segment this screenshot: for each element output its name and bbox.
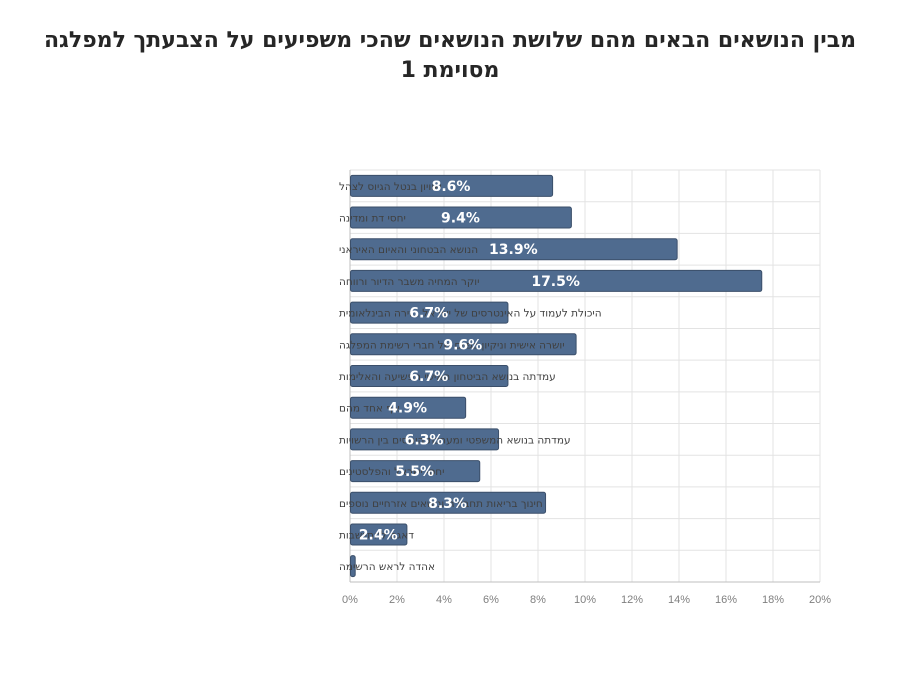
data-label: 13.9% — [489, 242, 538, 258]
data-label: 8.3% — [428, 496, 467, 512]
x-tick-label: 18% — [762, 594, 784, 606]
x-tick-label: 16% — [715, 594, 737, 606]
category-label: חינוך בריאות תחבורה ונושאים אזרחיים נוספ… — [339, 498, 543, 510]
x-tick-label: 10% — [574, 594, 596, 606]
category-label: עמדתה בנושא הביטחון האישי הפשיעה והאלימו… — [339, 371, 556, 383]
x-tick-label: 6% — [483, 594, 499, 606]
data-label: 6.7% — [409, 369, 448, 385]
bar — [350, 174, 554, 197]
data-label: 8.6% — [432, 179, 471, 195]
bar — [350, 428, 500, 451]
x-tick-label: 4% — [436, 594, 452, 606]
chart-title-line1: מבין הנושאים הבאים מהם שלושת הנושאים שהכ… — [43, 28, 857, 53]
category-label: עמדתה בנושא המשפטי ומערכת היחסים בין הרש… — [339, 434, 571, 446]
category-label: יחסי דת ומדינה — [339, 213, 406, 225]
x-tick-label: 8% — [530, 594, 546, 606]
category-label: דאגה להתיישבות — [339, 529, 414, 541]
bar — [350, 238, 678, 261]
bar — [350, 396, 467, 419]
chart-title: מבין הנושאים הבאים מהם שלושת הנושאים שהכ… — [0, 26, 900, 86]
bar — [350, 491, 547, 514]
data-label: 6.7% — [409, 306, 448, 322]
category-label: יחסי ישראל והפלסטינים — [339, 466, 444, 478]
bar — [350, 555, 356, 578]
data-label: 6.3% — [405, 432, 444, 448]
x-tick-label: 2% — [389, 594, 405, 606]
data-label: 2.4% — [359, 527, 398, 543]
data-label: 9.6% — [443, 337, 482, 353]
data-label: 9.4% — [441, 211, 480, 227]
category-label: שוויון בנטל הגיוס לצהל — [339, 181, 442, 193]
bar — [350, 523, 408, 546]
category-label: הנושא הבטחוני והאיום האיראני — [339, 244, 478, 256]
chart-title-line2: מסוימת 1 — [400, 58, 500, 83]
bar — [350, 301, 509, 324]
bar — [350, 206, 572, 229]
category-label: יוקר המחיה משבר הדיור ורווחה — [339, 276, 480, 288]
x-tick-label: 20% — [809, 594, 831, 606]
bar — [350, 460, 481, 483]
x-tick-label: 0% — [342, 594, 358, 606]
data-label: 5.5% — [395, 464, 434, 480]
data-label: 4.9% — [388, 401, 427, 417]
x-tick-label: 12% — [621, 594, 643, 606]
bar — [350, 365, 509, 387]
x-tick-label: 14% — [668, 594, 690, 606]
bar — [350, 333, 577, 356]
data-label: 17.5% — [531, 274, 580, 290]
category-label: אף אחד מהם — [339, 403, 400, 415]
bar — [350, 269, 763, 292]
category-label: יושרה אישית וניקיון כפיים של חברי רשימת … — [339, 339, 565, 351]
category-label: אהדה לראש הרשימה — [339, 561, 435, 573]
category-label: היכולת לעמוד על האינטרסים של ישראל בזירה… — [339, 308, 602, 320]
